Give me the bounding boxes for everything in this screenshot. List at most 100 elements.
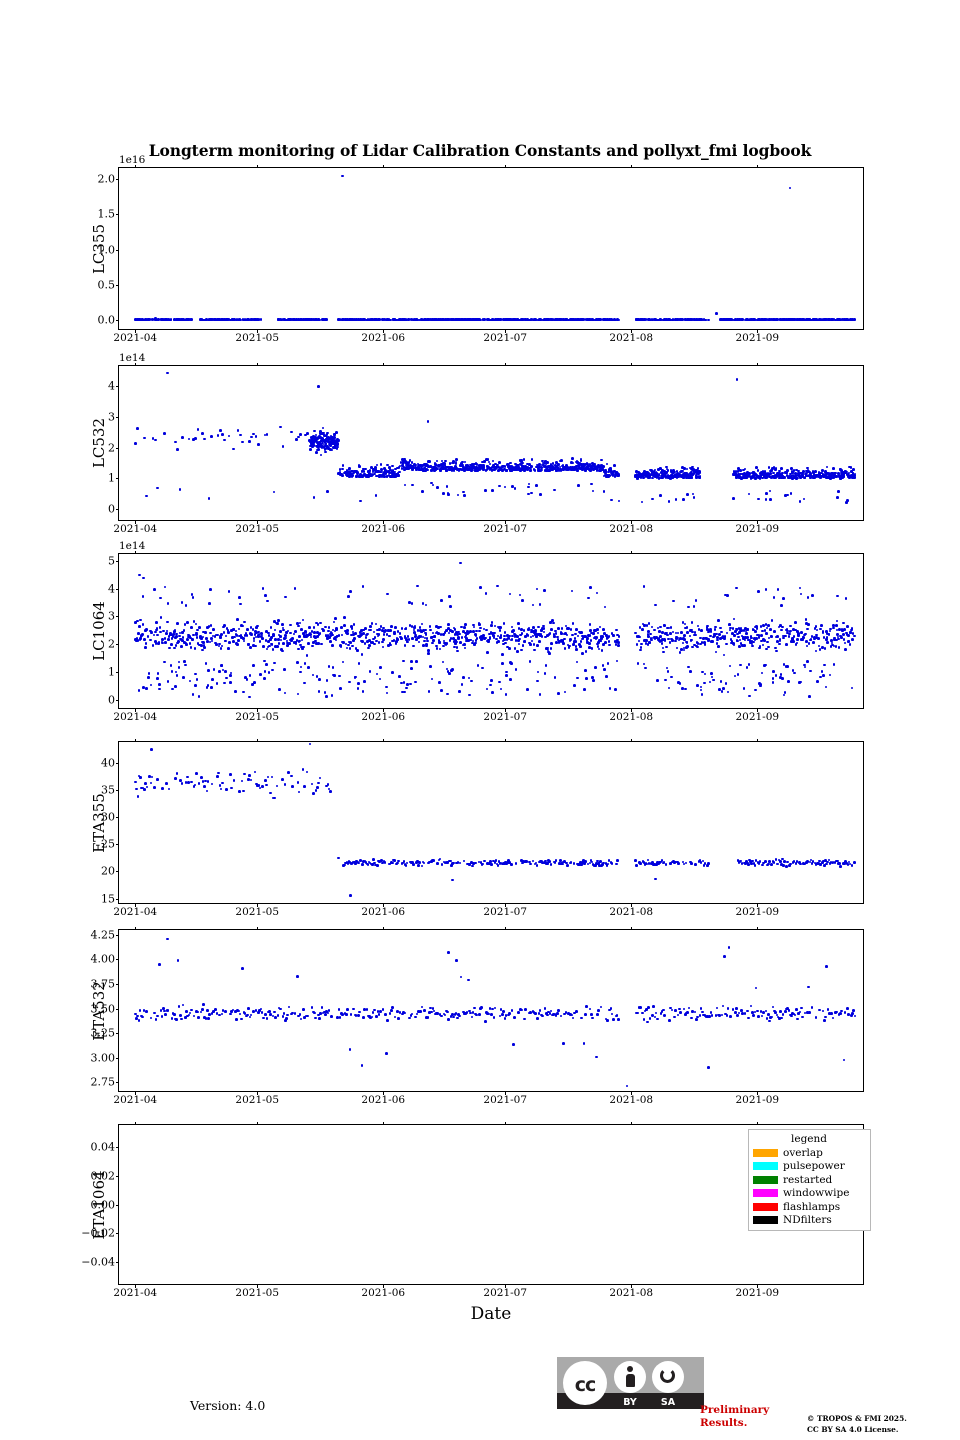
data-point	[737, 468, 741, 472]
legend-item-pulsepower[interactable]: pulsepower	[753, 1160, 865, 1174]
x-tick-mark-top	[257, 1121, 259, 1125]
data-point	[318, 441, 322, 444]
data-point	[830, 1012, 833, 1015]
y-tick-label: 1.5	[97, 207, 116, 221]
data-point	[696, 318, 700, 321]
data-point	[133, 442, 137, 445]
data-point	[728, 622, 731, 626]
data-point	[562, 1042, 565, 1046]
x-tick-label: 2021-05	[235, 906, 280, 918]
x-tick-label: 2021-09	[735, 332, 780, 344]
data-point	[341, 174, 344, 178]
data-point	[206, 640, 209, 643]
data-point	[318, 430, 322, 434]
data-point	[823, 663, 826, 667]
data-point	[554, 318, 557, 321]
legend-item-restarted[interactable]: restarted	[753, 1173, 865, 1187]
data-point	[808, 1011, 812, 1014]
data-point	[497, 467, 501, 471]
data-point	[635, 643, 639, 646]
data-point	[648, 476, 652, 480]
data-point	[669, 632, 672, 635]
data-point	[174, 670, 178, 674]
data-point	[381, 1008, 385, 1012]
data-point	[549, 466, 553, 469]
y-tick-mark	[115, 1175, 119, 1177]
data-point	[747, 492, 751, 496]
data-point	[335, 440, 338, 444]
data-point	[298, 621, 302, 625]
data-point	[442, 318, 446, 322]
x-tick-mark-top	[505, 550, 507, 554]
data-point	[743, 644, 747, 648]
data-point	[603, 668, 606, 671]
data-point	[398, 675, 401, 678]
y-tick-mark	[115, 983, 119, 985]
x-tick-mark-top	[135, 362, 137, 366]
data-point	[617, 472, 620, 476]
data-point	[530, 491, 533, 495]
data-point	[144, 1010, 148, 1013]
data-point	[187, 318, 190, 321]
data-point	[837, 646, 841, 650]
data-point	[734, 318, 737, 321]
data-point	[319, 621, 322, 625]
data-point	[780, 1016, 783, 1020]
data-point	[688, 634, 692, 638]
data-point	[665, 645, 669, 649]
data-point	[303, 662, 307, 666]
data-point	[832, 317, 836, 321]
data-point	[312, 496, 316, 500]
data-point	[455, 1016, 459, 1020]
x-tick-mark-top	[757, 164, 759, 168]
data-point	[396, 472, 400, 475]
data-point	[806, 596, 810, 600]
data-point	[784, 494, 788, 497]
data-point	[845, 499, 849, 503]
data-point	[589, 639, 593, 642]
data-point	[599, 318, 602, 321]
data-point	[625, 1084, 629, 1088]
data-point	[329, 790, 332, 793]
data-point	[480, 1006, 483, 1009]
data-point	[668, 1019, 671, 1022]
data-point	[834, 318, 837, 322]
data-point	[479, 318, 482, 322]
data-point	[423, 465, 427, 469]
data-point	[438, 647, 442, 651]
data-point	[201, 635, 205, 639]
data-point	[664, 678, 667, 682]
data-point	[551, 468, 554, 472]
legend-item-NDfilters[interactable]: NDfilters	[753, 1214, 865, 1228]
data-point	[459, 640, 462, 644]
data-point	[306, 432, 309, 435]
data-point	[535, 318, 539, 322]
data-point	[312, 626, 316, 629]
data-point	[314, 433, 318, 437]
data-point	[641, 628, 644, 631]
data-point	[510, 862, 514, 866]
legend-item-windowwipe[interactable]: windowwipe	[753, 1187, 865, 1201]
data-point	[311, 445, 314, 449]
data-point	[670, 1008, 674, 1012]
data-point	[499, 626, 502, 629]
data-point	[798, 680, 802, 684]
data-point	[313, 318, 317, 321]
data-point	[609, 467, 613, 471]
data-point	[636, 661, 640, 665]
data-point	[352, 623, 356, 626]
data-point	[503, 467, 506, 471]
data-point	[586, 467, 589, 471]
data-point	[803, 476, 807, 479]
data-point	[690, 318, 693, 321]
data-point	[373, 472, 377, 476]
legend-item-overlap[interactable]: overlap	[753, 1146, 865, 1160]
data-point	[308, 448, 312, 451]
data-point	[153, 1011, 157, 1015]
data-point	[290, 318, 294, 322]
data-point	[643, 470, 646, 473]
legend-item-flashlamps[interactable]: flashlamps	[753, 1200, 865, 1214]
data-point	[534, 1012, 537, 1015]
data-point	[196, 628, 199, 632]
data-point	[776, 588, 780, 592]
